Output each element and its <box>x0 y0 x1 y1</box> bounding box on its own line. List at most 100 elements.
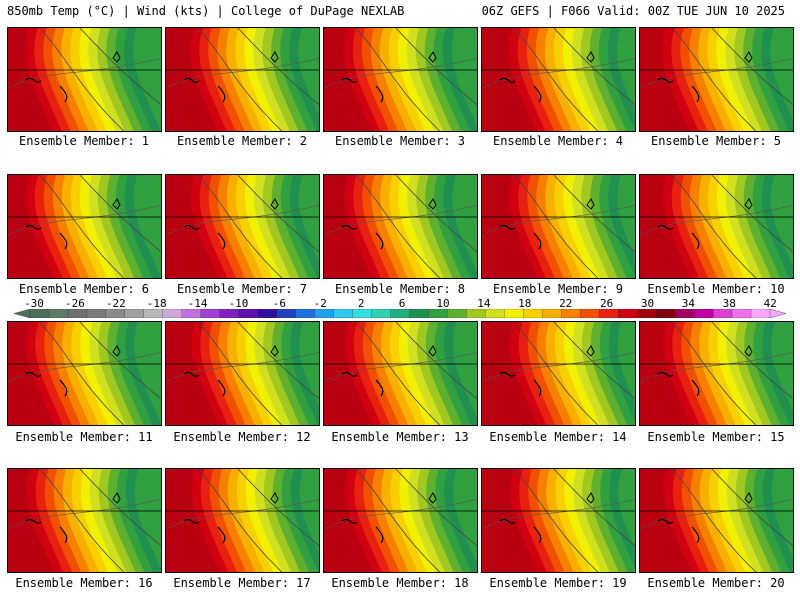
colorbar-swatch <box>409 309 430 318</box>
colorbar-tick-label: -10 <box>228 297 249 310</box>
colorbar-tick-label: 30 <box>640 297 655 310</box>
ensemble-member-map <box>7 321 162 426</box>
colorbar-swatch <box>542 309 562 318</box>
colorbar-swatch <box>561 309 581 318</box>
colorbar-tick-label: -2 <box>313 297 327 310</box>
colorbar-swatch <box>599 309 619 318</box>
ensemble-member-map <box>323 468 478 573</box>
colorbar-swatch <box>219 309 240 318</box>
ensemble-member-map <box>323 174 478 279</box>
ensemble-member-label: Ensemble Member: 8 <box>334 282 466 296</box>
ensemble-member-label: Ensemble Member: 6 <box>18 282 150 296</box>
colorbar-swatch <box>86 309 107 318</box>
colorbar-tick-label: 34 <box>681 297 696 310</box>
ensemble-member-label: Ensemble Member: 17 <box>173 576 311 590</box>
colorbar-tick-label: -6 <box>272 297 287 310</box>
ensemble-member-label: Ensemble Member: 7 <box>176 282 308 296</box>
colorbar-swatch <box>731 309 752 318</box>
ensemble-member-label: Ensemble Member: 18 <box>331 576 469 590</box>
colorbar-swatch <box>105 309 126 318</box>
temperature-colorbar <box>14 309 786 318</box>
colorbar-swatch <box>352 309 373 318</box>
colorbar-swatch <box>674 309 695 318</box>
ensemble-member-map <box>639 174 794 279</box>
ensemble-member-label: Ensemble Member: 19 <box>489 576 627 590</box>
colorbar-tick-label: 38 <box>722 297 736 310</box>
ensemble-member-map <box>481 174 636 279</box>
map-title: 850mb Temp (°C) | Wind (kts) | College o… <box>7 4 405 18</box>
colorbar-tick-label: 6 <box>398 297 406 310</box>
colorbar-swatch <box>371 309 392 318</box>
colorbar-swatch <box>67 309 88 318</box>
colorbar-swatch <box>485 309 506 318</box>
colorbar-tick-label: 18 <box>518 297 532 310</box>
ensemble-member-label: Ensemble Member: 2 <box>176 134 308 148</box>
colorbar-right-tip <box>769 309 786 318</box>
colorbar-swatch <box>181 309 202 318</box>
ensemble-member-label: Ensemble Member: 12 <box>173 430 311 444</box>
colorbar-swatch <box>712 309 733 318</box>
ensemble-member-map <box>165 27 320 132</box>
colorbar-tick-label: 26 <box>599 297 614 310</box>
colorbar-swatch <box>143 309 164 318</box>
colorbar-swatch <box>390 309 411 318</box>
ensemble-member-label: Ensemble Member: 5 <box>650 134 782 148</box>
ensemble-member-map <box>7 468 162 573</box>
colorbar-left-tip <box>14 309 31 318</box>
ensemble-member-label: Ensemble Member: 10 <box>647 282 785 296</box>
colorbar-tick-label: -26 <box>64 297 85 310</box>
colorbar-swatch <box>656 309 676 318</box>
ensemble-member-map <box>165 468 320 573</box>
ensemble-member-map <box>7 174 162 279</box>
colorbar-swatch <box>504 309 524 318</box>
colorbar-swatch <box>428 309 449 318</box>
colorbar-swatch <box>693 309 714 318</box>
colorbar-swatch <box>447 309 468 318</box>
colorbar-swatch <box>523 309 543 318</box>
colorbar-swatch <box>637 309 657 318</box>
ensemble-member-map <box>7 27 162 132</box>
colorbar-swatch <box>48 309 69 318</box>
colorbar-swatch <box>257 309 278 318</box>
colorbar-swatch <box>333 309 354 318</box>
ensemble-member-map <box>323 27 478 132</box>
ensemble-member-map <box>165 321 320 426</box>
colorbar-swatch <box>200 309 221 318</box>
colorbar-swatch <box>618 309 638 318</box>
ensemble-member-map <box>323 321 478 426</box>
ensemble-member-label: Ensemble Member: 20 <box>647 576 785 590</box>
ensemble-member-label: Ensemble Member: 16 <box>15 576 153 590</box>
colorbar-swatch <box>238 309 259 318</box>
colorbar-swatch <box>750 309 771 318</box>
colorbar-swatch <box>162 309 183 318</box>
ensemble-member-label: Ensemble Member: 9 <box>492 282 624 296</box>
colorbar-tick-label: -22 <box>105 297 126 310</box>
colorbar-swatch <box>314 309 335 318</box>
colorbar-tick-label: 22 <box>559 297 573 310</box>
ensemble-member-label: Ensemble Member: 4 <box>492 134 624 148</box>
colorbar-swatch <box>466 309 487 318</box>
ensemble-member-label: Ensemble Member: 15 <box>647 430 785 444</box>
colorbar-tick-label: 2 <box>357 297 365 310</box>
colorbar-tick-label: -18 <box>146 297 167 310</box>
colorbar-tick-label: 10 <box>436 297 450 310</box>
ensemble-member-label: Ensemble Member: 14 <box>489 430 627 444</box>
ensemble-member-map <box>639 321 794 426</box>
ensemble-member-map <box>165 174 320 279</box>
colorbar-tick-label: 14 <box>477 297 491 310</box>
colorbar-swatch <box>295 309 316 318</box>
colorbar-swatch <box>124 309 145 318</box>
ensemble-member-label: Ensemble Member: 1 <box>18 134 150 148</box>
colorbar-swatch <box>276 309 297 318</box>
ensemble-member-label: Ensemble Member: 3 <box>334 134 466 148</box>
ensemble-member-map <box>481 321 636 426</box>
colorbar-tick-label: -30 <box>24 297 44 310</box>
colorbar-tick-label: -14 <box>187 297 208 310</box>
ensemble-member-map <box>481 468 636 573</box>
ensemble-member-map <box>481 27 636 132</box>
ensemble-member-map <box>639 27 794 132</box>
model-run-info: 06Z GEFS | F066 Valid: 00Z TUE JUN 10 20… <box>481 4 785 18</box>
colorbar-swatch <box>580 309 600 318</box>
colorbar-tick-label: 42 <box>763 297 777 310</box>
ensemble-member-label: Ensemble Member: 11 <box>15 430 153 444</box>
